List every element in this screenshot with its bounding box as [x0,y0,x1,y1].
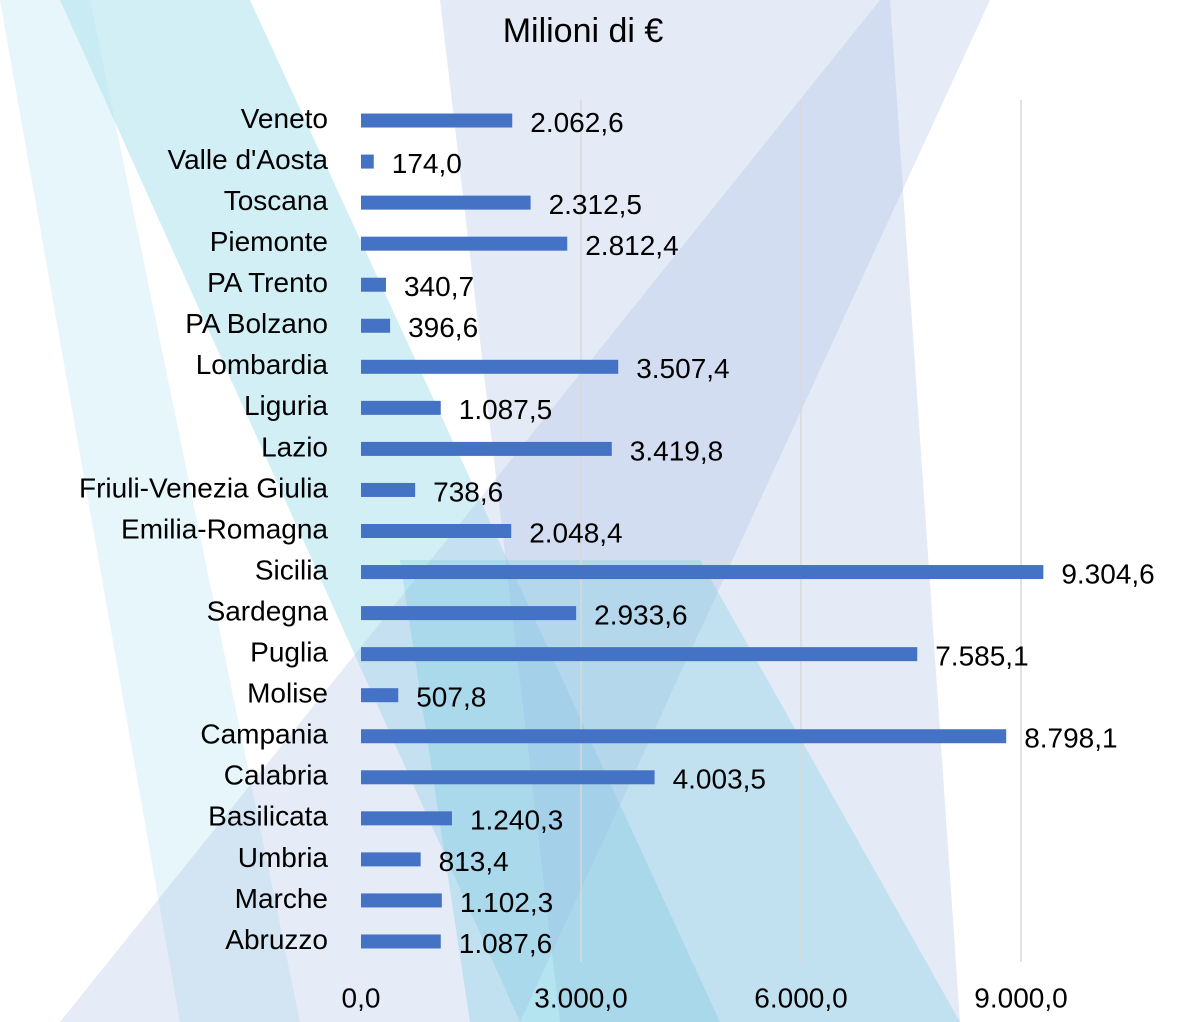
y-tick-label: Lazio [261,431,328,462]
bar [361,360,618,374]
value-label: 4.003,5 [673,764,766,795]
y-tick-label: PA Trento [207,267,328,298]
x-tick-label: 0,0 [342,982,381,1013]
bar [361,811,452,825]
value-label: 813,4 [439,846,509,877]
y-tick-label: Molise [247,678,328,709]
bar [361,483,415,497]
y-tick-label: Campania [200,719,328,750]
value-label: 1.087,5 [459,394,552,425]
value-label: 2.812,4 [585,230,678,261]
bar [361,442,612,456]
y-tick-label: Sicilia [255,554,329,585]
bar [361,770,655,784]
bar [361,196,531,210]
value-label: 3.419,8 [630,435,723,466]
bar [361,688,398,702]
y-tick-label: Emilia-Romagna [121,513,328,544]
bar [361,606,576,620]
y-tick-label: Veneto [241,103,328,134]
value-label: 174,0 [392,148,462,179]
y-tick-label: Liguria [244,390,328,421]
bar [361,893,442,907]
y-tick-label: Valle d'Aosta [168,144,329,175]
value-label: 9.304,6 [1061,558,1154,589]
bar [361,647,917,661]
bar [361,155,374,169]
bar [361,319,390,333]
y-tick-label: Friuli-Venezia Giulia [79,472,328,503]
value-label: 8.798,1 [1024,723,1117,754]
bar [361,934,441,948]
value-label: 2.312,5 [549,189,642,220]
page: {"chart_data": {"type": "bar", "orientat… [0,0,1182,1022]
x-tick-label: 3.000,0 [534,982,627,1013]
y-tick-label: Toscana [224,185,329,216]
y-tick-label: Umbria [238,842,329,873]
y-tick-label: PA Bolzano [185,308,328,339]
y-tick-label: Calabria [224,760,329,791]
value-label: 2.933,6 [594,599,687,630]
bar [361,524,511,538]
y-tick-label: Lombardia [196,349,329,380]
y-tick-label: Basilicata [208,801,328,832]
y-tick-label: Marche [235,883,328,914]
value-label: 2.062,6 [530,107,623,138]
x-tick-label: 9.000,0 [974,982,1067,1013]
bar [361,401,441,415]
bar [361,565,1043,579]
bar [361,852,421,866]
chart: Milioni di € 0,0 3.000,0 6.000,0 9.000,0 Ven… [0,0,1182,1022]
y-tick-label: Sardegna [207,595,329,626]
y-tick-label: Puglia [250,637,328,668]
value-label: 3.507,4 [636,353,729,384]
value-label: 738,6 [433,476,503,507]
y-tick-label: Piemonte [210,226,328,257]
value-label: 340,7 [404,271,474,302]
value-label: 1.102,3 [460,887,553,918]
value-label: 7.585,1 [935,641,1028,672]
value-label: 1.240,3 [470,805,563,836]
bar [361,729,1006,743]
y-tick-label: Abruzzo [225,924,328,955]
bar [361,278,386,292]
value-label: 396,6 [408,312,478,343]
value-label: 1.087,6 [459,928,552,959]
value-label: 2.048,4 [529,517,622,548]
bar [361,237,567,251]
value-label: 507,8 [416,682,486,713]
bar [361,114,512,128]
x-tick-label: 6.000,0 [754,982,847,1013]
chart-title: Milioni di € [503,12,664,50]
